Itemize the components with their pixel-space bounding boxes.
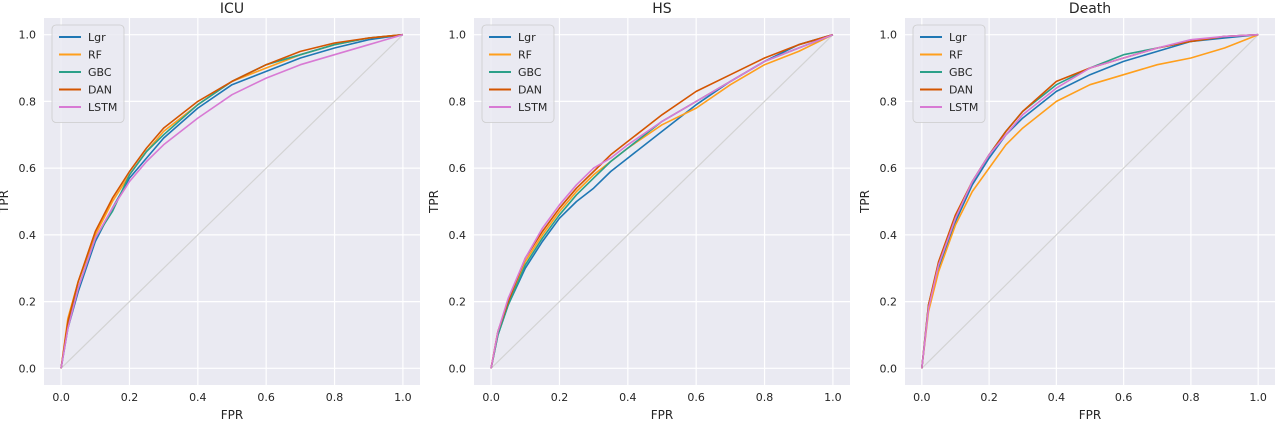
legend-label-gbc: GBC bbox=[949, 66, 973, 79]
series-line-dan bbox=[921, 33, 1259, 369]
legend: Lgr RF GBC DAN LSTM bbox=[912, 24, 986, 123]
x-axis-label: FPR bbox=[1079, 408, 1101, 422]
legend-box bbox=[481, 24, 555, 123]
x-tick-label: 0.8 bbox=[756, 391, 774, 404]
y-tick-label: 1.0 bbox=[449, 29, 467, 42]
x-tick-label: 0.0 bbox=[482, 391, 500, 404]
chance-diagonal-line bbox=[60, 34, 404, 369]
x-tick-label: 0.4 bbox=[1048, 391, 1066, 404]
x-axis-label: FPR bbox=[221, 408, 243, 422]
y-tick-label: 0.2 bbox=[449, 296, 467, 309]
y-tick-label: 0.2 bbox=[880, 296, 898, 309]
y-tick-label: 0.6 bbox=[19, 162, 37, 175]
x-tick-label: 0.8 bbox=[1182, 391, 1200, 404]
legend-box bbox=[51, 24, 125, 123]
x-tick-label: 1.0 bbox=[394, 391, 412, 404]
x-tick-label: 0.0 bbox=[52, 391, 70, 404]
legend-label-lgr: Lgr bbox=[518, 31, 536, 44]
legend-label-rf: RF bbox=[518, 49, 532, 62]
legend: Lgr RF GBC DAN LSTM bbox=[51, 24, 125, 123]
y-tick-label: 0.4 bbox=[449, 229, 467, 242]
y-tick-label: 0.6 bbox=[880, 162, 898, 175]
legend-label-dan: DAN bbox=[88, 84, 112, 97]
legend-label-lstm: LSTM bbox=[88, 101, 117, 114]
legend-label-lgr: Lgr bbox=[949, 31, 967, 44]
x-tick-label: 0.6 bbox=[1115, 391, 1133, 404]
panel-title: HS bbox=[652, 1, 672, 17]
y-tick-label: 0.0 bbox=[449, 362, 467, 375]
y-tick-label: 0.8 bbox=[19, 95, 37, 108]
x-axis-label: FPR bbox=[651, 408, 673, 422]
legend-label-lgr: Lgr bbox=[88, 31, 106, 44]
legend: Lgr RF GBC DAN LSTM bbox=[481, 24, 555, 123]
legend-label-rf: RF bbox=[88, 49, 102, 62]
legend-label-gbc: GBC bbox=[88, 66, 112, 79]
x-tick-label: 0.2 bbox=[980, 391, 998, 404]
x-tick-label: 0.2 bbox=[121, 391, 139, 404]
x-tick-label: 0.8 bbox=[326, 391, 344, 404]
x-tick-label: 0.2 bbox=[551, 391, 569, 404]
panel-title: ICU bbox=[220, 1, 244, 17]
series-line-lstm bbox=[490, 33, 834, 369]
y-tick-label: 0.0 bbox=[19, 362, 37, 375]
series-line-dan bbox=[60, 33, 403, 369]
legend-box bbox=[912, 24, 986, 123]
x-tick-label: 1.0 bbox=[1249, 391, 1267, 404]
y-tick-label: 0.6 bbox=[449, 162, 467, 175]
legend-label-lstm: LSTM bbox=[518, 101, 547, 114]
y-axis-label: TPR bbox=[0, 190, 11, 214]
series-line-lstm bbox=[921, 33, 1259, 369]
series-line-lstm bbox=[60, 33, 404, 369]
series-line-lgr bbox=[921, 33, 1259, 369]
series-line-rf bbox=[921, 33, 1259, 369]
chance-diagonal-line bbox=[921, 34, 1259, 369]
chart-panel-death: 0.0 0.0 0.2 0.2 0.4 0.4 0.6 0.6 0.8 0.8 1.0 1.0 Deat… bbox=[858, 1, 1275, 422]
legend-label-lstm: LSTM bbox=[949, 101, 978, 114]
legend-label-dan: DAN bbox=[518, 84, 542, 97]
panel-title: Death bbox=[1069, 1, 1111, 17]
y-tick-label: 0.2 bbox=[19, 296, 37, 309]
x-tick-label: 1.0 bbox=[824, 391, 842, 404]
legend-label-dan: DAN bbox=[949, 84, 973, 97]
legend-label-gbc: GBC bbox=[518, 66, 542, 79]
x-tick-label: 0.4 bbox=[619, 391, 637, 404]
y-tick-label: 0.0 bbox=[880, 362, 898, 375]
x-tick-label: 0.0 bbox=[913, 391, 931, 404]
chance-diagonal-line bbox=[490, 34, 834, 369]
chart-panel-hs: 0.0 0.0 0.2 0.2 0.4 0.4 0.6 0.6 0.8 0.8 1.0 1.0 HS FP… bbox=[427, 1, 850, 422]
y-tick-label: 0.8 bbox=[449, 95, 467, 108]
y-axis-label: TPR bbox=[427, 190, 441, 214]
y-tick-label: 1.0 bbox=[19, 29, 37, 42]
y-tick-label: 0.4 bbox=[19, 229, 37, 242]
x-tick-label: 0.6 bbox=[257, 391, 275, 404]
y-tick-label: 0.4 bbox=[880, 229, 898, 242]
legend-label-rf: RF bbox=[949, 49, 963, 62]
y-tick-label: 0.8 bbox=[880, 95, 898, 108]
y-tick-label: 1.0 bbox=[880, 29, 898, 42]
chart-panel-icu: 0.0 0.0 0.2 0.2 0.4 0.4 0.6 0.6 0.8 0.8 1.0 1.0 ICU F… bbox=[0, 1, 420, 422]
series-line-lgr bbox=[60, 33, 404, 369]
y-axis-label: TPR bbox=[858, 190, 872, 214]
x-tick-label: 0.6 bbox=[687, 391, 705, 404]
x-tick-label: 0.4 bbox=[189, 391, 207, 404]
